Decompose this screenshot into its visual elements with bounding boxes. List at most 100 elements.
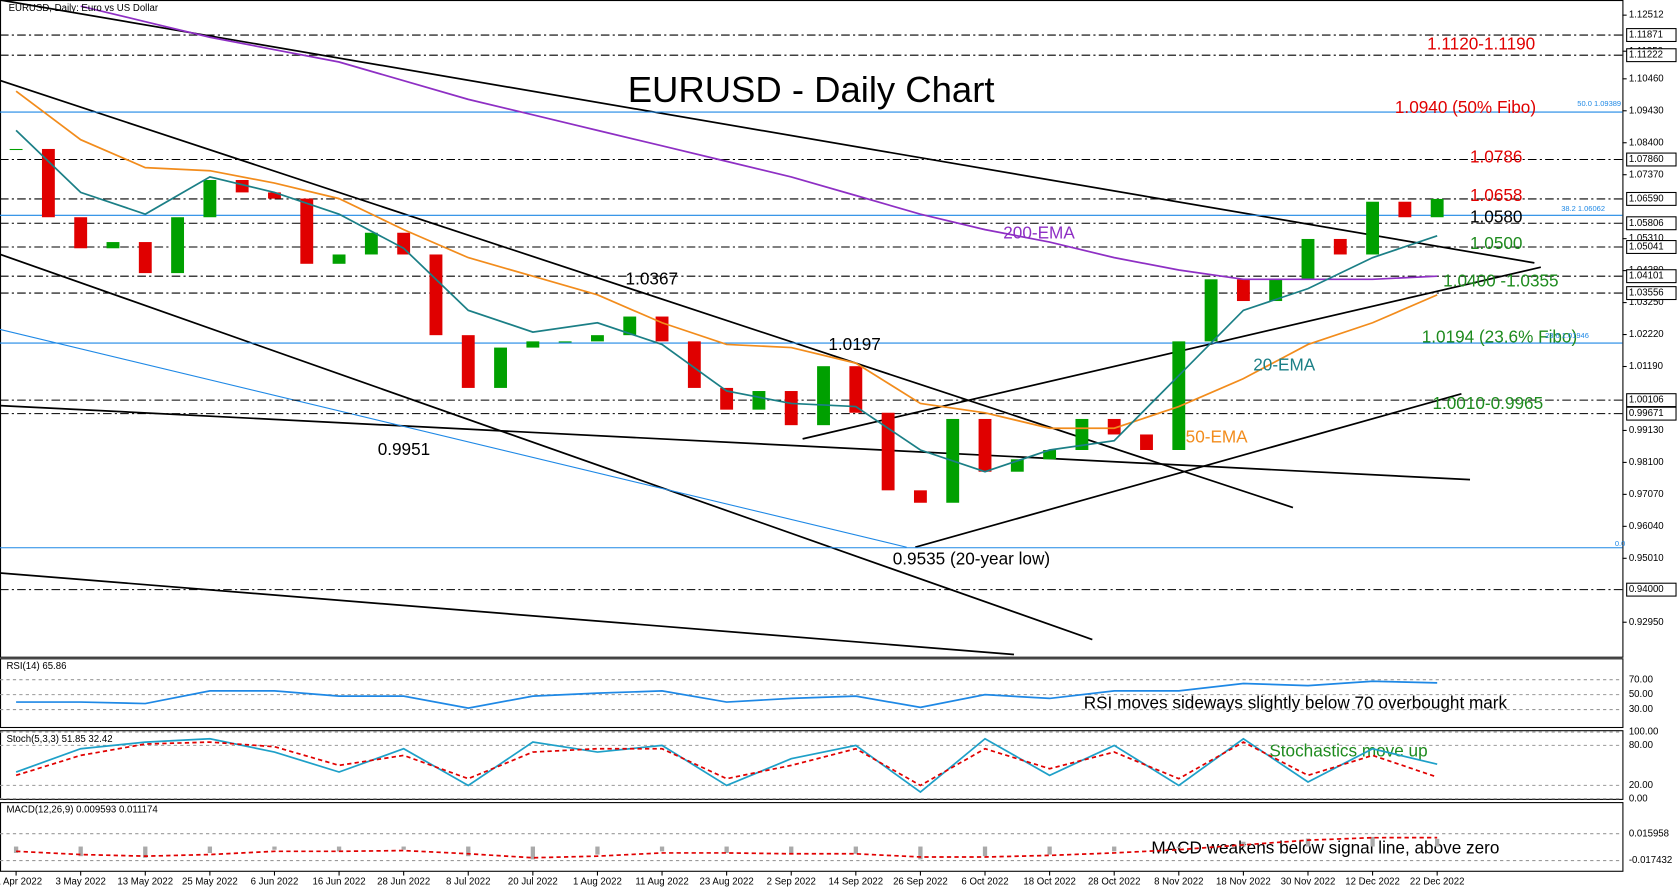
annotation: 1.0197 [828,334,880,354]
macd-header: MACD(12,26,9) 0.009593 0.011174 [6,805,158,816]
macd-bar [918,846,923,860]
level-box [1626,48,1677,63]
x-tick-label: 11 Aug 2022 [635,877,688,888]
candle [817,366,830,426]
level-box [1626,240,1677,254]
candle [752,391,766,410]
x-tick-label: 28 Jun 2022 [377,877,430,888]
y-tick-label: 1.05310 [1629,233,1664,244]
fib-label: 38.2 1.06062 [1561,204,1605,213]
candle [494,347,507,388]
x-tick-label: 16 Jun 2022 [313,877,366,888]
trend-line [0,404,1471,481]
macd-bar [982,846,988,857]
macd-bar [78,846,83,857]
x-tick-label: 6 Jun 2022 [251,877,299,888]
trend-lines [0,0,1542,656]
fib-label: 0.0 [1615,539,1625,548]
x-tick-label: 14 Sep 2022 [828,877,883,888]
candle [655,316,669,342]
macd-bar [401,846,406,850]
trend-line [802,266,1542,440]
x-tick-label: 18 Nov 2022 [1216,877,1271,888]
trend-line [0,0,1535,264]
macd-bar [207,846,213,853]
macd-bar [1047,846,1052,855]
x-tick-label: 23 Aug 2022 [700,877,754,888]
y-tick-label: 0.95010 [1629,553,1664,564]
candle [720,387,734,410]
rsi-note: RSI moves sideways slightly below 70 ove… [1084,692,1508,712]
y-tick-label: 50.00 [1629,689,1653,700]
level-label: 1.05806 [1629,218,1664,229]
candle [1269,279,1283,302]
candle [138,242,152,274]
candle [1140,434,1153,450]
level-label: 1.03556 [1629,288,1664,299]
macd-note: MACD weakens below signal line, above ze… [1151,837,1499,857]
annotation: 0.9535 (20-year low) [893,549,1050,569]
candle [429,254,443,336]
macd-bar [659,846,665,852]
level-box [1626,286,1677,301]
macd-signal [16,836,1438,859]
candle [364,232,378,255]
macd-bar [1435,838,1440,847]
y-tick-label: 0.97070 [1629,489,1664,500]
level-box [1626,191,1677,206]
rsi-panel [0,658,1624,729]
annotation: 1.0194 (23.6% Fibo) [1422,327,1577,347]
fib-label: 23.6 1.01946 [1545,331,1589,340]
annotation: 1.0367 [626,269,678,289]
candle [268,192,281,199]
candle [1172,341,1186,450]
annotation: 200-EMA [1003,222,1075,242]
macd-bar [272,846,277,850]
candle [849,366,863,413]
x-tick-label: 20 Jul 2022 [508,877,558,888]
macd-panel [0,802,1624,872]
candle [687,341,701,388]
candle [881,412,895,491]
candle [332,254,346,264]
rsi-header: RSI(14) 65.86 [6,661,66,672]
macd-bar [1370,836,1375,847]
macd-bar [143,846,148,858]
chart-title: EURUSD - Daily Chart [628,69,995,110]
x-tick-label: 2 Sep 2022 [767,877,816,888]
level-label: 1.11871 [1629,30,1663,41]
x-tick-label: 3 May 2022 [55,877,105,888]
fib-line [0,328,907,548]
annotation: 1.0010-0.9965 [1432,393,1543,413]
y-tick-label: 0.015958 [1629,828,1669,839]
level-label: 1.04101 [1629,271,1664,282]
y-tick-label: 100.00 [1629,727,1659,738]
y-tick-label: 80.00 [1629,740,1653,751]
x-tick-label: 30 Nov 2022 [1281,877,1336,888]
annotation: 20-EMA [1253,354,1316,374]
fib-label: 50.0 1.09389 [1577,99,1621,108]
candle [1333,238,1347,255]
stoch-header: Stoch(5,3,3) 51.85 32.42 [6,734,112,745]
candle [1430,198,1444,218]
macd-bar [789,846,794,855]
candle [913,490,927,503]
level-box [1626,152,1677,167]
x-tick-label: 12 Dec 2022 [1345,877,1400,888]
candle [1075,418,1089,450]
y-tick-label: 0.96040 [1629,521,1664,532]
macd-bar [724,846,729,853]
y-tick-label: 0.98100 [1629,457,1664,468]
y-tick-label: 70.00 [1629,674,1653,685]
level-box [1626,269,1677,284]
candle [9,148,23,151]
candle [106,242,120,249]
annotation: 50-EMA [1186,426,1249,446]
x-tick-label: 21 Apr 2022 [0,877,42,888]
macd-bar [1305,838,1311,847]
level-label: 0.94000 [1629,584,1664,595]
level-label: 1.07860 [1629,154,1664,165]
macd-bar [1176,846,1181,849]
x-tick-label: 26 Sep 2022 [893,877,948,888]
y-tick-label: 1.01190 [1629,361,1663,372]
